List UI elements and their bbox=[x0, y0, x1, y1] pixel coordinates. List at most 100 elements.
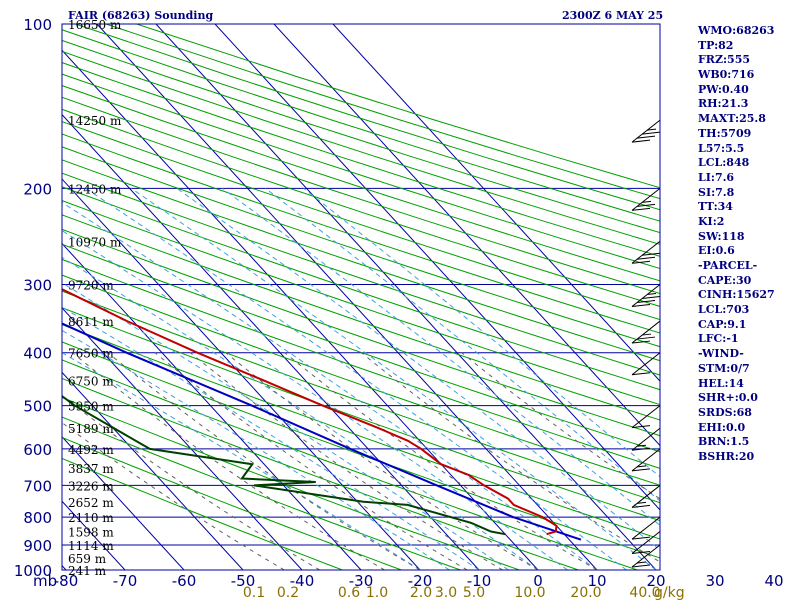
wind-barb-staff bbox=[631, 240, 661, 264]
mixing-ratio-tick-label: 0.1 bbox=[243, 585, 265, 600]
wind-barb-staff bbox=[631, 320, 661, 344]
index-item: SI:7.8 bbox=[698, 185, 735, 199]
temperature-tick-label: 20 bbox=[646, 572, 665, 590]
wind-barb-flag bbox=[631, 550, 651, 554]
wind-barb-flag bbox=[631, 536, 651, 540]
mixing-ratio-tick-label: 0.2 bbox=[277, 585, 299, 600]
index-item: MAXT:25.8 bbox=[698, 112, 766, 126]
index-item: FRZ:555 bbox=[698, 53, 751, 67]
moist-adiabat-line bbox=[303, 188, 660, 478]
dry-adiabat-line bbox=[62, 307, 660, 522]
isotherm-line bbox=[273, 24, 660, 447]
mixing-ratio-line bbox=[62, 395, 320, 570]
index-item: SW:118 bbox=[698, 229, 745, 243]
wind-barb-flag bbox=[631, 564, 651, 568]
pressure-tick-label: 700 bbox=[23, 477, 52, 495]
index-item: LCL:703 bbox=[698, 303, 750, 317]
wind-barb-flag bbox=[636, 336, 656, 340]
wind-barb-half-flag bbox=[636, 444, 647, 447]
pressure-tick-label: 900 bbox=[23, 537, 52, 555]
wind-barb bbox=[631, 531, 661, 554]
temperature-tick-label: -70 bbox=[113, 572, 138, 590]
index-item: TP:82 bbox=[698, 38, 734, 52]
temperature-tick-label: -50 bbox=[231, 572, 256, 590]
wind-barb-staff bbox=[631, 405, 661, 429]
mixing-ratio-line bbox=[71, 352, 385, 570]
dry-adiabat-line bbox=[62, 290, 660, 504]
height-label: 14250 m bbox=[68, 114, 122, 128]
dry-adiabat-line bbox=[62, 85, 660, 282]
dry-adiabat-line bbox=[62, 457, 343, 570]
dry-adiabat-line bbox=[75, 24, 660, 211]
index-item: BRN:1.5 bbox=[698, 435, 750, 449]
plot-frame bbox=[61, 23, 661, 571]
temperature-tick-label: -60 bbox=[172, 572, 197, 590]
moist-adiabat-line bbox=[62, 352, 421, 570]
dry-adiabat-line bbox=[62, 258, 660, 469]
temperature-tick-label: 0 bbox=[533, 572, 543, 590]
wind-barb bbox=[631, 119, 661, 143]
index-item: -WIND- bbox=[698, 347, 744, 361]
wind-barb-flag bbox=[631, 139, 651, 143]
temperature-tick-label: -40 bbox=[290, 572, 315, 590]
wind-barb-staff bbox=[631, 119, 661, 143]
dry-adiabat-line bbox=[105, 24, 660, 200]
height-label: 7650 m bbox=[68, 347, 114, 361]
mixing-ratio-tick-label: 3.0 bbox=[435, 585, 457, 600]
wind-barb bbox=[631, 405, 661, 429]
height-label: 8611 m bbox=[68, 315, 114, 329]
pressure-tick-label: 300 bbox=[23, 277, 52, 295]
wind-barb-flag bbox=[631, 372, 651, 376]
index-item: LFC:-1 bbox=[698, 332, 739, 346]
moist-adiabat-line bbox=[131, 187, 657, 570]
pressure-unit-label: mb bbox=[33, 572, 57, 590]
dry-adiabat-line bbox=[62, 243, 660, 453]
isotherm-line bbox=[0, 24, 7, 570]
mixing-ratio-line bbox=[62, 422, 285, 570]
wind-barb-half-flag bbox=[646, 128, 657, 131]
mixing-ratio-tick-label: 1.0 bbox=[366, 585, 388, 600]
wind-barb-flag bbox=[641, 296, 661, 300]
isotherm-line bbox=[62, 242, 362, 570]
moist-adiabat-line bbox=[222, 187, 660, 526]
moist-adiabat-line bbox=[265, 188, 660, 502]
index-item: L57:5.5 bbox=[698, 141, 745, 155]
temperature-tick-label: -20 bbox=[408, 572, 433, 590]
height-label: 2652 m bbox=[68, 496, 114, 510]
temperature-tick-label: -10 bbox=[467, 572, 492, 590]
pressure-tick-label: 200 bbox=[23, 180, 52, 198]
dry-adiabat-line bbox=[62, 214, 660, 421]
moist-adiabat-line bbox=[62, 256, 539, 570]
pressure-tick-label: 600 bbox=[23, 441, 52, 459]
wind-barb-staff bbox=[631, 284, 661, 307]
observation-time: 2300Z 6 MAY 25 bbox=[562, 9, 664, 22]
dry-adiabat-line bbox=[62, 274, 660, 486]
pressure-tick-label: 500 bbox=[23, 398, 52, 416]
dry-adiabat-line bbox=[62, 73, 660, 270]
wind-barb-flag bbox=[631, 425, 651, 429]
height-label: 1598 m bbox=[68, 525, 114, 539]
mixing-ratio-tick-label: 5.0 bbox=[463, 585, 485, 600]
moist-adiabat-line bbox=[62, 329, 450, 570]
height-label: 4492 m bbox=[68, 443, 114, 457]
temperature-trace bbox=[62, 288, 558, 536]
wind-barb-half-flag bbox=[641, 200, 652, 203]
dry-adiabat-line bbox=[62, 359, 638, 570]
mixing-ratio-line bbox=[225, 352, 539, 570]
wind-barb-staff bbox=[631, 544, 661, 568]
dry-adiabat-line bbox=[62, 172, 660, 376]
wind-barb-half-flag bbox=[636, 561, 647, 564]
height-label: 10970 m bbox=[68, 235, 122, 249]
dry-adiabat-line bbox=[62, 396, 520, 570]
wind-barb-staff bbox=[631, 531, 661, 554]
height-label: 2110 m bbox=[68, 511, 114, 525]
dry-adiabat-line bbox=[62, 62, 660, 257]
wind-barb-flag bbox=[631, 207, 651, 211]
wind-barb bbox=[631, 240, 661, 264]
height-label: 6750 m bbox=[68, 375, 114, 389]
isotherm-line bbox=[214, 24, 660, 511]
parcel-trace bbox=[62, 322, 582, 541]
index-item: SRDS:68 bbox=[698, 405, 752, 419]
dry-adiabat-line bbox=[62, 29, 660, 222]
